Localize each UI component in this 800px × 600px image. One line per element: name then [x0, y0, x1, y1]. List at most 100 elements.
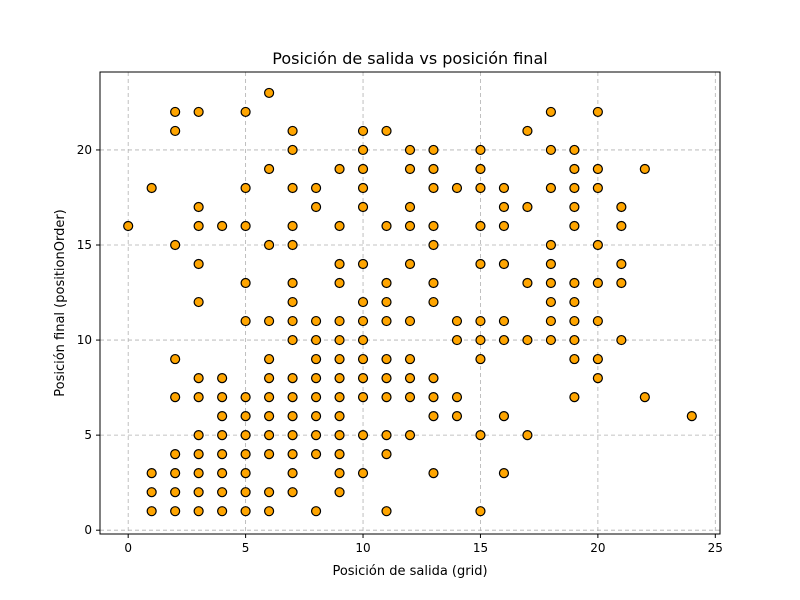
data-point	[404, 315, 416, 327]
data-point	[498, 468, 510, 479]
data-point	[263, 411, 275, 422]
data-point	[569, 296, 580, 308]
data-point	[498, 411, 510, 422]
data-point	[287, 430, 298, 441]
data-point	[146, 506, 157, 517]
y-axis-label: Posición final (positionOrder)	[53, 209, 68, 397]
data-point	[217, 468, 228, 479]
data-point	[592, 315, 603, 327]
data-point	[123, 220, 134, 232]
data-point	[310, 506, 322, 517]
data-point	[522, 125, 533, 137]
data-point	[404, 201, 416, 213]
data-point	[475, 182, 486, 194]
data-point	[240, 392, 251, 403]
data-point	[170, 106, 181, 118]
data-point	[334, 163, 345, 175]
data-point	[569, 353, 580, 365]
y-tick-label: 15	[77, 238, 92, 252]
data-point	[404, 163, 416, 175]
data-point	[240, 487, 251, 498]
data-point	[475, 258, 486, 270]
data-point	[334, 449, 345, 460]
data-point	[428, 296, 439, 308]
data-point	[545, 239, 557, 251]
data-point	[193, 392, 204, 403]
data-point	[217, 430, 228, 441]
data-point	[522, 277, 533, 289]
data-point	[193, 258, 204, 270]
data-point	[240, 220, 251, 232]
data-point	[334, 258, 345, 270]
data-point	[240, 411, 251, 422]
data-point	[310, 315, 322, 327]
data-point	[381, 315, 392, 327]
data-point	[217, 372, 228, 384]
data-point	[545, 277, 557, 289]
data-point	[287, 315, 298, 327]
data-point	[451, 392, 463, 403]
data-point	[310, 392, 322, 403]
data-point	[287, 220, 298, 232]
data-point	[217, 487, 228, 498]
data-point	[193, 201, 204, 213]
x-tick-label: 20	[590, 541, 605, 555]
data-point	[240, 430, 251, 441]
data-point	[592, 239, 603, 251]
data-point	[522, 430, 533, 441]
data-point	[263, 163, 275, 175]
data-point	[545, 144, 557, 156]
data-point	[545, 296, 557, 308]
y-tick-label: 10	[77, 333, 92, 347]
data-point	[381, 220, 392, 232]
data-point	[404, 430, 416, 441]
data-point	[522, 334, 533, 346]
data-point	[616, 277, 627, 289]
data-point	[545, 182, 557, 194]
data-point	[263, 353, 275, 365]
data-point	[193, 468, 204, 479]
data-point	[451, 315, 463, 327]
data-point	[287, 182, 298, 194]
data-point	[357, 392, 369, 403]
data-point	[428, 392, 439, 403]
axis-ticks: 0 5 10 15 20 25 0 5 10 15 20	[77, 143, 723, 555]
data-point	[428, 372, 439, 384]
data-point	[240, 449, 251, 460]
data-point	[240, 468, 251, 479]
data-point	[170, 239, 181, 251]
data-point	[545, 106, 557, 118]
data-point	[498, 258, 510, 270]
data-point	[334, 372, 345, 384]
data-point	[193, 372, 204, 384]
data-point	[310, 430, 322, 441]
x-axis-label: Posición de salida (grid)	[332, 564, 487, 579]
data-point	[217, 220, 228, 232]
data-point	[428, 182, 439, 194]
data-point	[569, 201, 580, 213]
data-point	[475, 144, 486, 156]
y-tick-label: 0	[84, 523, 92, 537]
data-point	[310, 372, 322, 384]
data-point	[404, 220, 416, 232]
data-point	[287, 334, 298, 346]
data-point	[381, 430, 392, 441]
data-point	[428, 239, 439, 251]
data-point	[475, 315, 486, 327]
data-point	[357, 258, 369, 270]
data-point	[569, 334, 580, 346]
data-point	[592, 353, 603, 365]
data-point	[569, 220, 580, 232]
data-point	[170, 353, 181, 365]
data-point	[240, 182, 251, 194]
x-tick-label: 0	[124, 541, 132, 555]
data-point	[287, 449, 298, 460]
data-point	[404, 144, 416, 156]
data-point	[475, 506, 486, 517]
data-point	[193, 296, 204, 308]
data-point	[357, 315, 369, 327]
data-point	[287, 411, 298, 422]
